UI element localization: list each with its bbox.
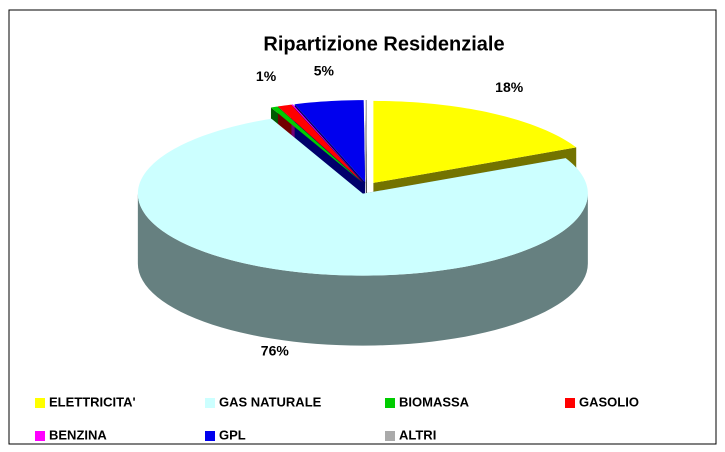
legend-label: ALTRI (399, 427, 436, 442)
legend-label: ELETTRICITA' (49, 394, 136, 409)
legend-label: GASOLIO (579, 394, 639, 409)
legend-swatch (385, 398, 395, 408)
data-label: 76% (261, 343, 290, 359)
slice (277, 104, 363, 183)
data-label: 5% (314, 62, 335, 78)
legend-swatch (35, 431, 45, 441)
legend-label: GPL (219, 427, 246, 442)
chart-title: Ripartizione Residenziale (263, 33, 504, 55)
legend-label: GAS NATURALE (219, 394, 322, 409)
slice-side (137, 193, 588, 346)
slice (373, 100, 577, 183)
slice (365, 100, 367, 183)
data-label: 1% (256, 68, 277, 84)
legend-swatch (35, 398, 45, 408)
legend-label: BENZINA (49, 427, 107, 442)
legend-swatch (205, 431, 215, 441)
slice (137, 118, 588, 276)
slice (294, 100, 366, 183)
slice (270, 106, 363, 183)
legend-swatch (205, 398, 215, 408)
legend-swatch (385, 431, 395, 441)
legend-swatch (565, 398, 575, 408)
data-label: 18% (495, 79, 524, 95)
slice (291, 104, 364, 183)
legend-label: BIOMASSA (399, 394, 470, 409)
